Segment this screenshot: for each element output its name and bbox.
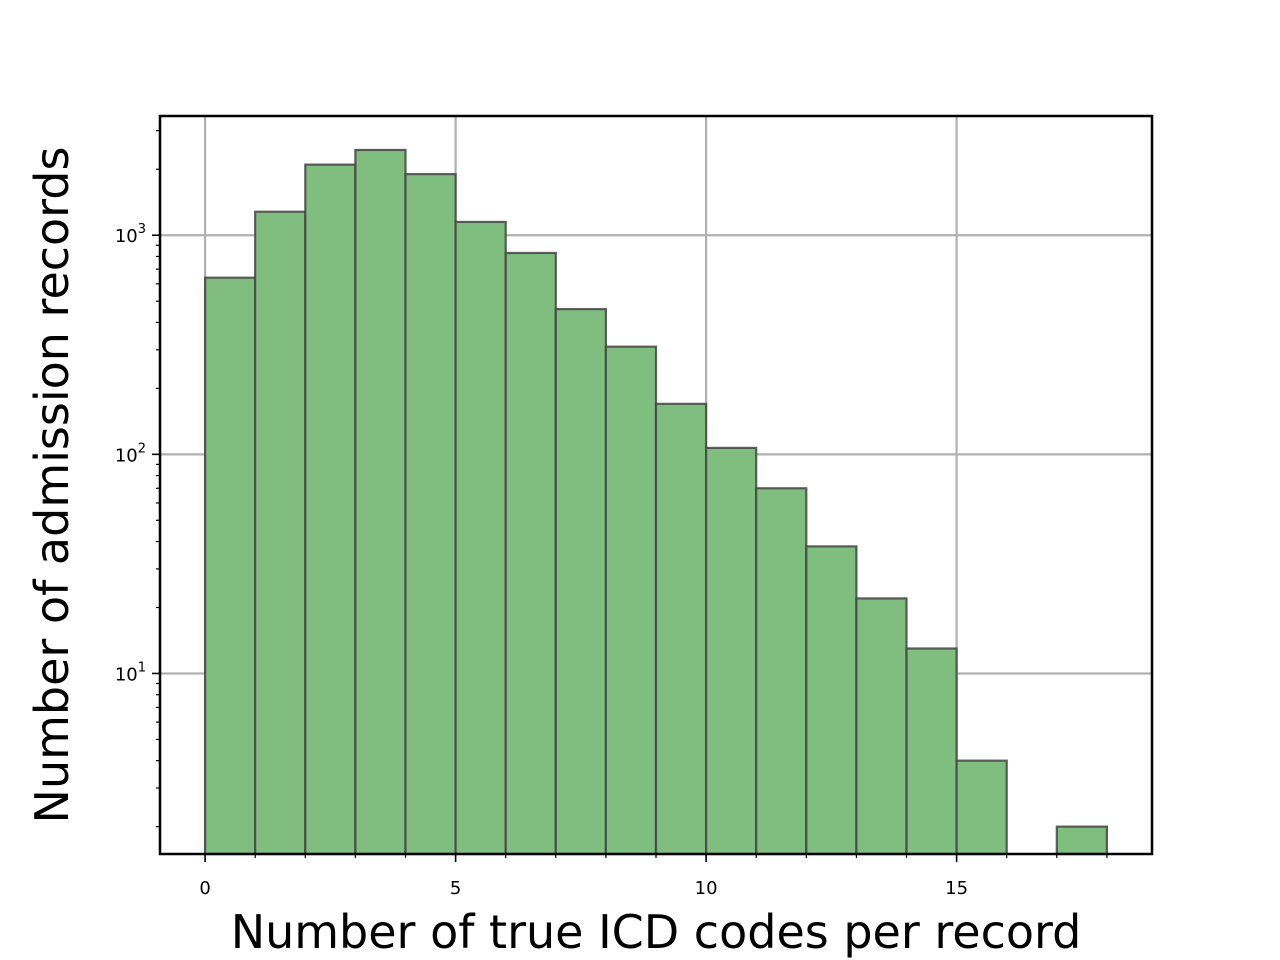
histogram-bar	[254, 210, 307, 856]
x-tick-label: 15	[945, 878, 968, 899]
x-axis-ticks: 0 5 10 15	[199, 854, 1108, 899]
histogram-bar	[955, 759, 1008, 856]
y-tick-exponent: 2	[138, 441, 146, 456]
x-tick-label: 5	[450, 878, 461, 899]
x-tick-label: 0	[199, 878, 210, 899]
y-tick-label: 102	[115, 441, 146, 466]
histogram-bar	[905, 647, 958, 856]
x-axis-title: Number of true ICD codes per record	[231, 905, 1082, 959]
histogram-bar	[304, 163, 357, 856]
y-tick-base: 10	[115, 226, 138, 247]
y-tick-label: 101	[115, 660, 146, 685]
histogram-bar	[454, 220, 507, 856]
x-tick-label: 10	[695, 878, 718, 899]
histogram-bar	[855, 597, 908, 856]
histogram-bar	[755, 487, 808, 856]
y-tick-base: 10	[115, 664, 138, 685]
histogram-bar	[404, 173, 457, 856]
histogram-bar	[203, 276, 257, 856]
histogram-bar	[705, 446, 758, 856]
y-tick-exponent: 1	[138, 660, 146, 675]
y-axis-title: Number of admission records	[25, 147, 79, 824]
y-tick-label: 103	[115, 222, 146, 247]
histogram-bar	[504, 251, 557, 856]
histogram-bar	[1055, 825, 1109, 856]
y-tick-base: 10	[115, 445, 138, 466]
histogram-bar	[604, 345, 658, 856]
y-tick-exponent: 3	[138, 222, 146, 237]
histogram-bar	[654, 402, 708, 856]
histogram-bar	[554, 308, 607, 856]
histogram-bar	[805, 545, 858, 856]
histogram-bar	[354, 148, 407, 856]
